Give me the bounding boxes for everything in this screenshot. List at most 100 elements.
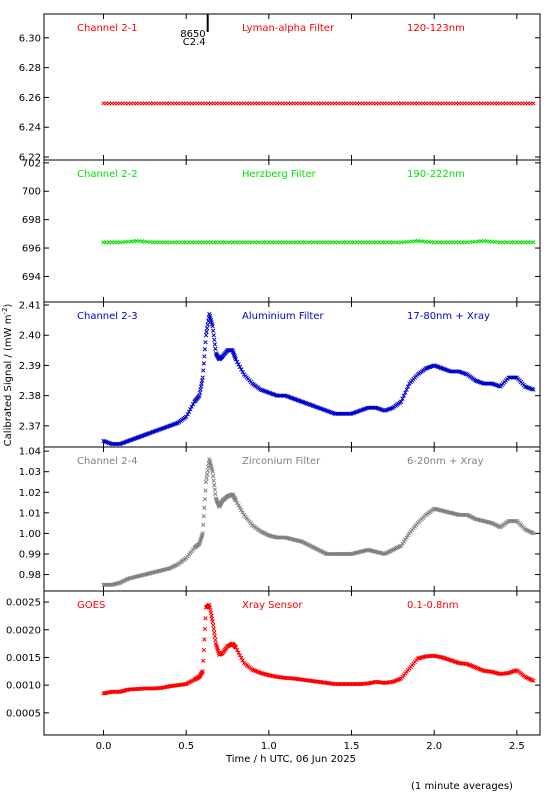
panel-5-data-point <box>201 647 206 653</box>
y-axis-title-superscript: -2 <box>1 308 9 315</box>
x-axis-title: Time / h UTC, 06 Jun 2025 <box>225 754 356 765</box>
panel-3-data-point <box>204 329 209 334</box>
panel-4-channel-label: Channel 2-4 <box>77 456 138 467</box>
panel-3-filter-label: Aluminium Filter <box>242 311 325 322</box>
panel-4-ytick-label: 0.98 <box>19 570 41 581</box>
panel-3-data-point <box>531 387 536 392</box>
panel-1-ytick-label: 6.22 <box>19 153 41 164</box>
panel-4-data-point <box>239 507 244 513</box>
panel-5-data-point <box>240 658 245 663</box>
panel-4-data-point <box>236 503 241 508</box>
panel-3-data-point <box>205 322 210 327</box>
panel-3-ytick-label: 2.40 <box>19 331 41 342</box>
panel-3-ytick-label: 2.38 <box>19 391 41 402</box>
panel-3-band-label: 17-80nm + Xray <box>407 311 490 322</box>
panel-2-ytick-label: 700 <box>22 187 41 198</box>
panel-3-data-point <box>212 342 217 347</box>
panel-3-data-point <box>213 346 218 351</box>
panel-4-filter-label: Zirconium Filter <box>242 456 321 467</box>
panel-4-ytick-label: 1.03 <box>19 467 41 478</box>
panel-4-data-point <box>211 473 216 479</box>
panel-3-data-point <box>405 384 411 389</box>
panel-1-ytick-label: 6.26 <box>19 93 41 104</box>
panel-4-data-point <box>202 496 208 502</box>
panel-3-data-point <box>200 375 205 380</box>
x-tick-label: 2.0 <box>426 741 442 752</box>
panel-4-data-point <box>205 468 210 473</box>
panel-5-band-label: 0.1-0.8nm <box>407 600 459 611</box>
panel-3-channel-label: Channel 2-3 <box>77 311 138 322</box>
panel-2-ytick-label: 698 <box>22 215 41 226</box>
panel-5-data-point <box>237 653 243 658</box>
panel-3-data-point <box>404 387 409 392</box>
panel-4-data-point <box>513 518 518 524</box>
panel-5-data-point <box>236 650 241 655</box>
panel-5-ytick-label: 0.0020 <box>6 625 41 636</box>
panel-4-data-point <box>212 487 217 492</box>
panel-5-data-point <box>211 623 216 628</box>
panel-5-data-point <box>182 682 187 687</box>
panel-4-ytick-label: 1.00 <box>19 529 41 540</box>
panel-4-data-point <box>203 479 209 485</box>
panel-5-channel-label: GOES <box>77 600 105 611</box>
x-tick-label: 1.5 <box>344 741 360 752</box>
panel-3-data-point <box>204 326 210 331</box>
panel-4-data-point <box>206 464 211 470</box>
panel-3-data-point <box>203 333 209 338</box>
panel-4-data-point <box>531 531 536 536</box>
panel-4-data-point <box>213 491 218 497</box>
panel-4-data-point <box>204 476 209 481</box>
panel-3-data-point <box>400 396 405 401</box>
panel-5-ytick-label: 0.0010 <box>6 681 41 692</box>
panel-5-data-point <box>211 626 216 631</box>
panel-1-frame <box>43 13 541 161</box>
panel-4-data-point <box>203 488 208 493</box>
panel-3-data-point <box>233 357 238 362</box>
panel-2-filter-label: Herzberg Filter <box>242 169 317 180</box>
panel-3-data-point <box>206 318 211 324</box>
panel-3-data-point <box>202 347 208 352</box>
panel-5-ytick-label: 0.0015 <box>6 653 41 664</box>
panel-1-ytick-label: 6.28 <box>19 63 41 74</box>
panel-4-ytick-label: 0.99 <box>19 549 41 560</box>
event-marker-region: 8650 <box>180 29 205 40</box>
panel-3-data-point <box>211 333 216 338</box>
panel-5-data-point <box>212 634 217 639</box>
panel-3-data-point <box>201 368 206 373</box>
panel-2-ytick-label: 696 <box>22 244 41 255</box>
panel-3-ytick-label: 2.41 <box>19 301 41 312</box>
panel-5-data-point <box>531 678 536 683</box>
panel-5-data-point <box>201 658 206 663</box>
x-tick-label: 1.0 <box>261 741 277 752</box>
panel-4-data-point <box>202 505 207 510</box>
panel-4-data-point <box>240 510 245 515</box>
panel-5-ytick-label: 0.0025 <box>6 598 41 609</box>
panel-4-data-point <box>212 482 217 488</box>
panel-2-band-label: 190-222nm <box>407 169 465 180</box>
panel-3-ytick-label: 2.39 <box>19 361 41 372</box>
y-axis-title-close: ) <box>3 304 14 308</box>
panel-4-frame <box>43 446 541 592</box>
panel-2-frame <box>43 159 541 303</box>
panel-2-channel-label: Channel 2-2 <box>77 169 138 180</box>
panel-3-data-point <box>210 324 215 329</box>
panel-5-data-point <box>213 637 218 643</box>
panel-5-data-point <box>202 637 207 642</box>
panel-3-data-point <box>236 362 241 367</box>
panel-5-data-point <box>203 616 208 621</box>
panel-3-data-point <box>401 393 407 398</box>
panel-5-data-point <box>233 645 238 650</box>
event-marker-class: C2.4 <box>183 37 206 48</box>
x-tick-label: 0.0 <box>96 741 112 752</box>
panel-4-data-point <box>201 514 206 519</box>
panel-3-data-point <box>211 328 216 333</box>
panel-5-data-point <box>210 619 215 624</box>
panel-1-ytick-label: 6.30 <box>19 33 41 44</box>
panel-3-data-point <box>184 414 189 419</box>
panel-4-band-label: 6-20nm + Xray <box>407 456 484 467</box>
x-tick-label: 2.5 <box>509 741 525 752</box>
panel-1-filter-label: Lyman-alpha Filter <box>242 23 335 34</box>
panel-3-data-point <box>186 409 192 414</box>
panel-4-ytick-label: 1.04 <box>19 447 41 458</box>
